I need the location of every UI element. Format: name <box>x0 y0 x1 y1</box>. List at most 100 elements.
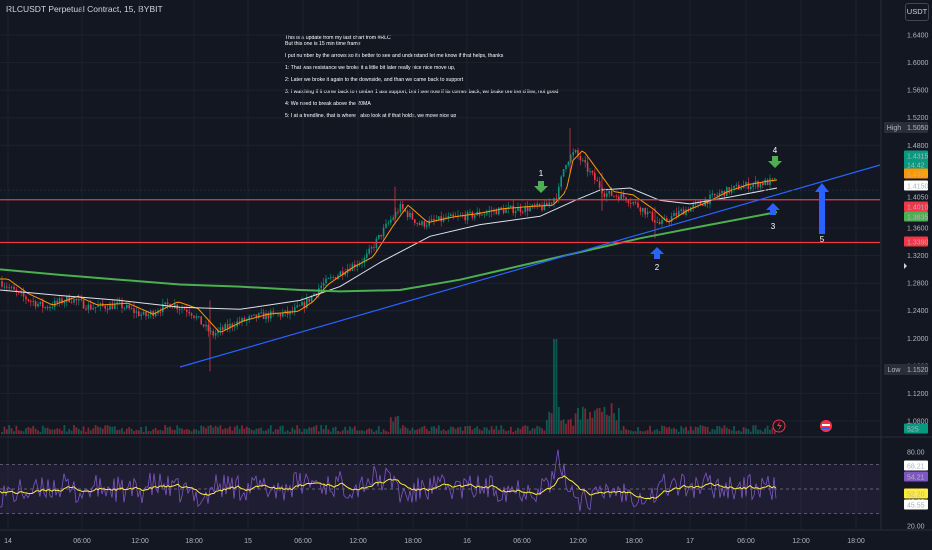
candle-body <box>106 308 109 310</box>
candle-body <box>534 204 536 207</box>
volume-bar <box>113 426 116 434</box>
arrow-up-icon <box>766 203 780 215</box>
volume-bar <box>39 431 42 434</box>
price-tick: 1.4800 <box>907 143 929 150</box>
candle-body <box>394 211 397 218</box>
volume-bar <box>159 429 162 434</box>
candle-body <box>373 247 375 248</box>
time-tick: 06:00 <box>737 538 755 545</box>
candle-body <box>154 313 157 317</box>
rsi-tick: 20.00 <box>907 524 925 531</box>
volume-bar <box>219 425 222 434</box>
volume-bar <box>565 423 567 434</box>
volume-bar <box>8 425 11 434</box>
volume-bar <box>353 426 356 434</box>
volume-bar <box>773 431 776 434</box>
price-value: 14:42 <box>907 163 925 170</box>
candle-body <box>558 186 560 200</box>
arrow-marker-1[interactable]: 1 <box>534 169 548 193</box>
volume-bar <box>634 431 637 434</box>
volume-bar <box>207 425 210 434</box>
candle-body <box>582 160 584 161</box>
flag-icon[interactable] <box>820 420 832 432</box>
volume-bar <box>536 425 539 434</box>
candle-body <box>750 186 752 190</box>
trendline[interactable] <box>179 164 881 368</box>
candle-body <box>114 304 116 309</box>
candle-body <box>469 211 471 213</box>
volume-bar <box>665 427 668 434</box>
candle-body <box>673 212 675 217</box>
candle-body <box>231 323 234 327</box>
candle-body <box>82 299 85 309</box>
symbol-title[interactable]: RLCUSDT Perpetual Contract, 15, BYBIT <box>6 4 163 14</box>
arrow-marker-5[interactable]: 5 <box>815 183 829 244</box>
volume-bar <box>668 426 671 434</box>
candle-body <box>519 207 522 212</box>
currency-button[interactable]: USDT <box>905 3 929 21</box>
volume-bar <box>641 431 644 434</box>
volume-bar <box>231 430 234 434</box>
candle-body <box>20 292 22 293</box>
volume-bar <box>149 431 152 434</box>
arrow-marker-4[interactable]: 4 <box>768 146 782 168</box>
candle-body <box>430 218 433 221</box>
price-tick: 1.2400 <box>907 308 929 315</box>
volume-bar <box>473 428 476 434</box>
candle-body <box>238 321 241 323</box>
volume-bar <box>305 429 308 434</box>
volume-bar <box>106 425 109 434</box>
candle-body <box>313 293 315 296</box>
volume-bar <box>337 430 339 434</box>
arrow-markers[interactable]: 1 2 3 4 5 <box>534 146 829 272</box>
candle-body <box>699 201 702 205</box>
volume-bar <box>5 429 8 434</box>
volume-bar <box>260 427 263 434</box>
candle-body <box>466 211 469 221</box>
candle-body <box>411 212 414 220</box>
candle-body <box>75 299 78 301</box>
lightning-icon[interactable] <box>772 419 786 433</box>
volume-bar <box>531 428 534 434</box>
candle-body <box>642 207 644 212</box>
volume-bar <box>29 428 32 434</box>
volume-bar <box>425 428 428 434</box>
candle-body <box>322 283 325 286</box>
time-tick: 14 <box>4 538 12 545</box>
volume-bar <box>656 429 659 434</box>
volume-bar <box>598 408 601 434</box>
candle-body <box>51 306 54 308</box>
candle-body <box>193 315 195 318</box>
drawings[interactable] <box>0 164 881 368</box>
volume-bar <box>661 425 663 434</box>
volume-bar <box>56 428 59 434</box>
rsi-value: 52.20 <box>907 492 925 499</box>
volume-bar <box>694 426 697 434</box>
arrow-marker-3[interactable]: 3 <box>766 203 780 231</box>
volume-bar <box>483 427 486 434</box>
candle-body <box>440 216 442 222</box>
volume-bar <box>718 426 721 434</box>
volume-bar <box>596 408 599 434</box>
chart-icons[interactable] <box>772 263 907 433</box>
time-tick: 12:00 <box>349 538 367 545</box>
candle-body <box>416 222 418 224</box>
price-tick: 1.2000 <box>907 336 929 343</box>
volume-bar <box>291 427 294 434</box>
volume-bar <box>442 429 445 434</box>
candle-body <box>198 316 200 318</box>
volume-bar <box>154 427 157 434</box>
volume-bar <box>147 431 150 434</box>
candle-body <box>171 307 174 309</box>
volume-bar <box>125 428 128 434</box>
volume-bar <box>51 429 54 434</box>
candle-body <box>190 313 193 316</box>
price-tick: 1.6000 <box>907 60 929 67</box>
price-value: 1.3390 <box>907 240 929 247</box>
price-value: 1.3835 <box>907 215 929 222</box>
arrow-marker-2[interactable]: 2 <box>650 247 664 272</box>
scroll-right-icon[interactable] <box>904 263 907 269</box>
volume-bar <box>253 430 255 434</box>
volume-bar <box>445 430 447 434</box>
